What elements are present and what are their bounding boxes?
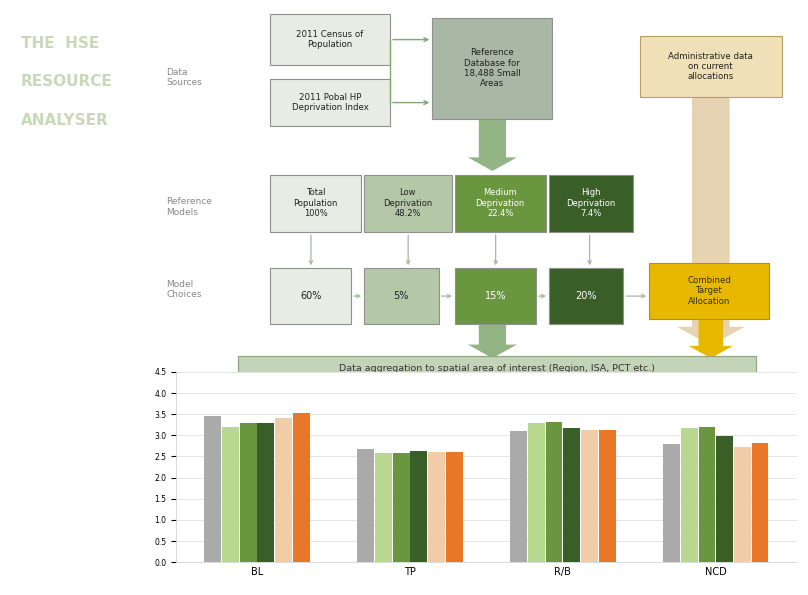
Text: Medium
Deprivation
22.4%: Medium Deprivation 22.4% [476, 189, 525, 218]
Bar [663, 444, 680, 562]
FancyBboxPatch shape [432, 18, 552, 119]
Bar [681, 428, 697, 562]
FancyBboxPatch shape [549, 174, 633, 232]
Bar [528, 424, 545, 562]
Text: 15%: 15% [485, 291, 506, 301]
Bar [357, 449, 374, 562]
FancyBboxPatch shape [238, 356, 756, 380]
Text: ANALYSER: ANALYSER [21, 113, 108, 128]
FancyBboxPatch shape [364, 174, 452, 232]
Bar [375, 453, 392, 562]
Polygon shape [468, 119, 517, 171]
Text: Administrative data
on current
allocations: Administrative data on current allocatio… [668, 52, 753, 82]
Bar [563, 428, 580, 562]
Text: 20%: 20% [575, 291, 597, 301]
Bar [581, 430, 598, 562]
Polygon shape [677, 97, 745, 346]
Bar [510, 431, 527, 562]
Text: RESOURCE: RESOURCE [21, 74, 112, 89]
Text: 5%: 5% [393, 291, 409, 301]
Text: Model
Choices: Model Choices [166, 280, 202, 299]
FancyBboxPatch shape [639, 36, 782, 97]
Bar [240, 424, 257, 562]
Text: 2011 Pobal HP
Deprivation Index: 2011 Pobal HP Deprivation Index [292, 93, 368, 112]
Bar [393, 453, 410, 562]
Text: 2011 Census of
Population: 2011 Census of Population [297, 30, 364, 49]
FancyBboxPatch shape [270, 79, 390, 126]
Bar [599, 430, 616, 562]
Bar [545, 422, 562, 562]
Text: Reference
Database for
18,488 Small
Areas: Reference Database for 18,488 Small Area… [464, 48, 520, 89]
Bar [293, 414, 309, 562]
FancyBboxPatch shape [270, 268, 351, 324]
Polygon shape [688, 318, 733, 358]
Text: Data aggregation to spatial area of interest (Region, ISA, PCT etc.): Data aggregation to spatial area of inte… [339, 364, 655, 372]
FancyBboxPatch shape [650, 263, 769, 318]
FancyBboxPatch shape [270, 14, 390, 65]
Text: Reference
Models: Reference Models [166, 198, 213, 217]
Bar [446, 452, 463, 562]
Bar [751, 443, 768, 562]
Bar [734, 447, 751, 562]
Text: Data
Sources: Data Sources [166, 68, 202, 87]
Text: THE  HSE: THE HSE [21, 36, 99, 51]
FancyBboxPatch shape [270, 174, 361, 232]
Polygon shape [468, 324, 517, 358]
Text: Combined
Target
Allocation: Combined Target Allocation [688, 275, 731, 306]
FancyBboxPatch shape [549, 268, 623, 324]
Bar [258, 424, 275, 562]
Text: Low
Deprivation
48.2%: Low Deprivation 48.2% [383, 189, 432, 218]
Bar [428, 452, 445, 562]
Bar [222, 427, 239, 562]
Bar [716, 436, 733, 562]
Bar [276, 418, 292, 562]
Text: Total
Population
100%: Total Population 100% [293, 189, 338, 218]
FancyBboxPatch shape [455, 174, 545, 232]
FancyBboxPatch shape [364, 268, 439, 324]
FancyBboxPatch shape [455, 268, 536, 324]
Text: High
Deprivation
7.4%: High Deprivation 7.4% [566, 189, 616, 218]
Bar [698, 427, 715, 562]
Bar [204, 416, 221, 562]
Bar [410, 452, 427, 562]
Text: 60%: 60% [300, 291, 322, 301]
